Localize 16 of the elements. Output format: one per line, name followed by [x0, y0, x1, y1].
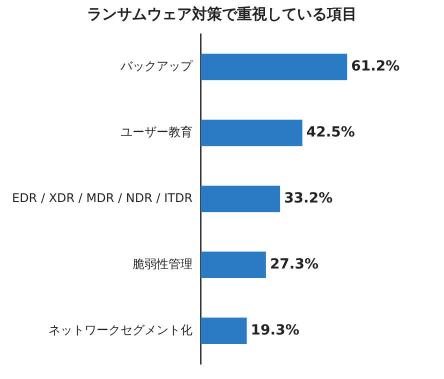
bar	[200, 252, 266, 278]
bar	[200, 120, 302, 146]
y-tick-label: EDR / XDR / MDR / NDR / ITDR	[12, 191, 193, 206]
data-label: 19.3%	[250, 322, 300, 338]
bar	[200, 186, 280, 212]
y-tick-label: 脆弱性管理	[132, 256, 193, 271]
data-label: 33.2%	[284, 190, 333, 207]
data-label: 27.3%	[270, 256, 319, 272]
data-label: 42.5%	[306, 124, 355, 141]
y-tick-label: ネットワークセグメント化	[48, 322, 193, 337]
bar	[200, 318, 247, 344]
chart-title: ランサムウェア対策で重視している項目	[87, 4, 357, 23]
y-tick-label: ユーザー教育	[120, 125, 193, 140]
data-label: 61.2%	[351, 58, 400, 75]
y-tick-label: バックアップ	[120, 59, 194, 74]
bar	[200, 54, 348, 80]
